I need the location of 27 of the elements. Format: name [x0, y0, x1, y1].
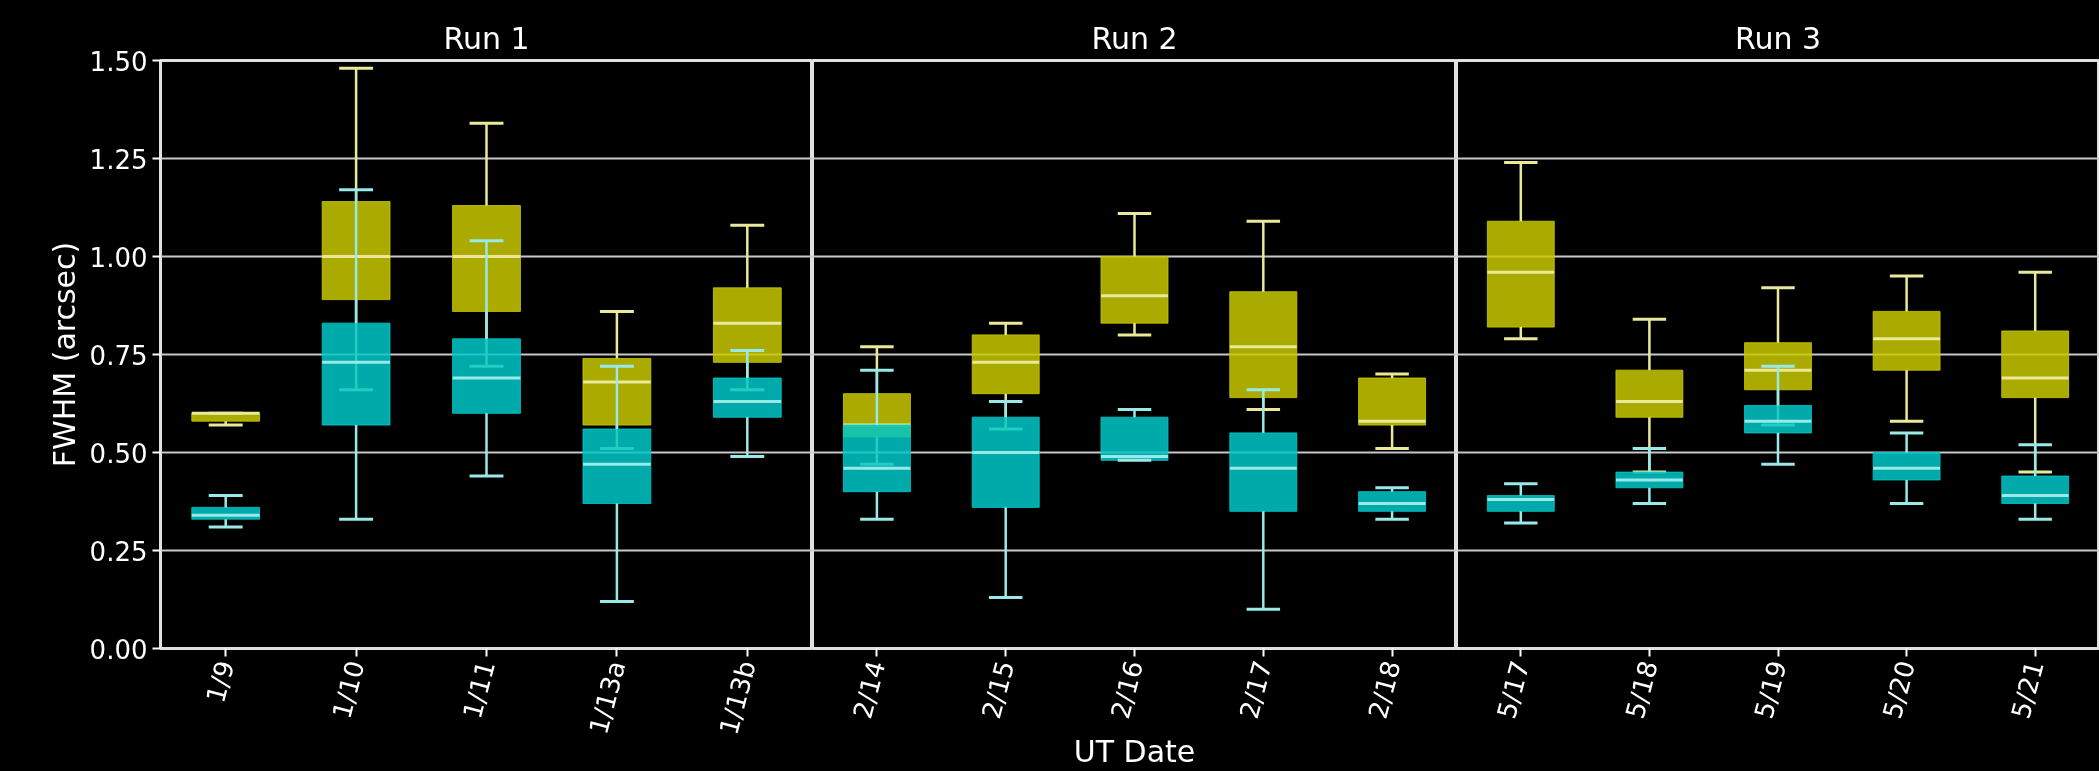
y-axis-title: FWHM (arcsec)	[46, 241, 82, 468]
x-tick-label: 2/16	[1104, 657, 1149, 722]
y-tick-label: 1.50	[89, 46, 148, 77]
y-tick-label: 0.50	[89, 438, 148, 469]
x-tick-label: 5/18	[1619, 657, 1664, 722]
x-tick-label: 2/14	[847, 657, 892, 722]
y-tick-label: 0.25	[89, 536, 148, 567]
x-tick-label: 1/13a	[583, 657, 632, 738]
y-tick-label: 0.75	[89, 340, 148, 371]
chart-title: Run 1	[443, 20, 530, 56]
x-tick-label: 2/17	[1233, 657, 1278, 722]
y-tick-label: 1.00	[89, 242, 148, 273]
x-tick-label: 5/21	[2005, 657, 2050, 722]
x-tick-label: 1/11	[456, 657, 501, 722]
x-tick-label: 5/20	[1877, 657, 1922, 722]
y-tick-label: 1.25	[89, 144, 148, 175]
x-tick-label: 2/18	[1362, 657, 1407, 722]
x-tick-label: 1/13b	[713, 657, 762, 738]
x-tick-label: 1/10	[326, 657, 371, 722]
x-axis-title: UT Date	[1073, 733, 1196, 769]
x-tick-label: 1/9	[200, 657, 241, 706]
x-tick-label: 5/17	[1491, 657, 1536, 722]
x-tick-label: 2/15	[976, 657, 1021, 722]
y-tick-label: 0.00	[89, 634, 148, 665]
x-tick-label: 5/19	[1748, 657, 1793, 722]
chart-title: Run 2	[1091, 20, 1178, 56]
chart-title: Run 3	[1734, 20, 1822, 56]
